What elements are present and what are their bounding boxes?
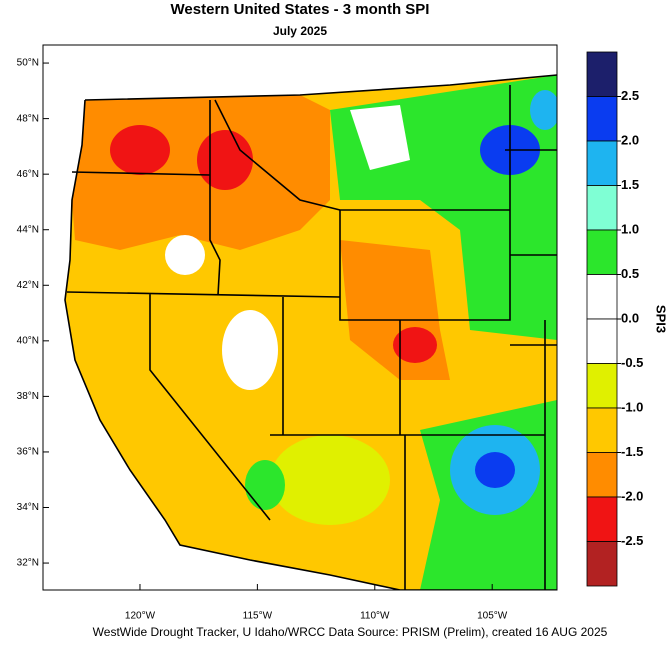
colorbar-label: 1.0 [621,221,639,236]
dry-patch [393,327,437,363]
lon-label: 115°W [243,611,273,622]
colorbar-bin [586,496,618,542]
lat-label: 46°N [17,169,39,180]
wet-patch [475,452,515,488]
colorbar-bin [586,407,618,453]
footer: WestWide Drought Tracker, U Idaho/WRCC D… [93,625,608,639]
map-area [43,45,557,590]
wet-patch [245,460,285,510]
dry-patch [270,435,390,525]
colorbar-label: 0.5 [621,266,639,281]
title: Western United States - 3 month SPI [171,1,430,18]
colorbar-label: -2.0 [621,488,643,503]
colorbar-label: 0.0 [621,310,639,325]
lat-label: 36°N [17,447,39,458]
colorbar-label: 2.5 [621,88,639,103]
colorbar-label: -1.5 [621,444,643,459]
lon-label: 105°W [477,611,508,622]
wet-patch [530,90,557,130]
lon-label: 120°W [125,611,156,622]
colorbar-bin [586,274,618,320]
colorbar-bin [586,452,618,498]
colorbar-bin [586,96,618,142]
colorbar-bin [586,185,618,231]
subtitle: July 2025 [273,24,327,38]
lat-label: 48°N [17,113,39,124]
colorbar-label: 2.0 [621,132,639,147]
colorbar-bin [586,363,618,409]
colorbar-bin [586,140,618,186]
lat-label: 42°N [17,280,39,291]
colorbar-bin [586,318,618,364]
lat-label: 50°N [17,58,39,69]
dry-patch [197,130,253,190]
lat-label: 40°N [17,335,39,346]
neutral-north [350,105,410,170]
lon-label: 110°W [360,611,390,622]
dry-patch [110,125,170,175]
colorbar-bin [586,229,618,275]
map-frame [42,44,558,591]
colorbar-label: -1.0 [621,399,643,414]
colorbar-label: 1.5 [621,177,639,192]
colorbar-label: -2.5 [621,533,643,548]
lat-label: 32°N [17,558,39,569]
colorbar-title: SPI3 [654,305,669,333]
colorbar-bin [586,51,618,97]
lat-label: 44°N [17,224,39,235]
colorbar-label: -0.5 [621,355,643,370]
neutral-patch [165,235,205,275]
colorbar-bin [586,541,618,587]
neutral-patch [222,310,278,390]
lat-label: 38°N [17,391,39,402]
lat-label: 34°N [17,502,39,513]
